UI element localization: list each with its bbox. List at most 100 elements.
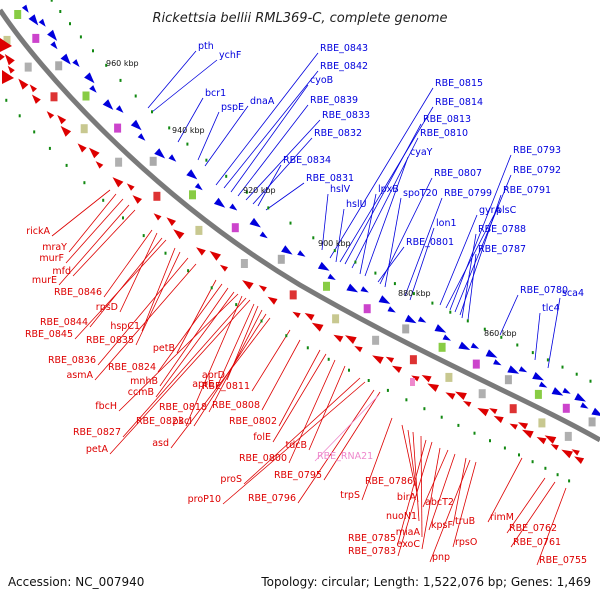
forward-feature-arrow (518, 366, 528, 373)
reverse-feature-arrow (385, 356, 395, 363)
scale-tick (50, 0, 53, 2)
reverse-gene-leader-line (407, 429, 419, 503)
forward-gene-label: lon1 (436, 218, 457, 229)
forward-gene-label: RBE_0787 (478, 244, 526, 255)
reverse-gene-leader-line (428, 453, 456, 531)
forward-gene-leader-line (321, 193, 329, 251)
reverse-feature-arrow (550, 444, 559, 451)
cog-category-box (55, 61, 63, 71)
rna-feature (410, 378, 415, 386)
cog-category-box (24, 62, 32, 72)
cog-category-box (323, 281, 330, 291)
scale-tick (561, 365, 564, 369)
reverse-gene-label: RBE_0836 (48, 355, 96, 366)
scale-tick (516, 343, 519, 347)
forward-feature-arrow (434, 324, 447, 333)
reverse-gene-leader-line (94, 263, 197, 381)
cog-category-box (472, 359, 480, 369)
reverse-feature-arrow (219, 264, 228, 272)
forward-feature-arrow (115, 105, 124, 113)
reverse-feature-arrow (493, 415, 504, 424)
forward-gene-leader-line (237, 104, 309, 197)
reverse-gene-label: RBE_0823 (136, 416, 184, 427)
forward-gene-label: RBE_0832 (314, 128, 362, 139)
forward-feature-arrow (21, 4, 29, 13)
reverse-feature-arrow (445, 392, 456, 400)
scale-tick (518, 453, 520, 457)
reverse-feature-arrow (258, 285, 267, 292)
scale-label: 860 kbp (484, 329, 517, 338)
forward-feature-arrow (229, 203, 238, 211)
forward-feature-arrow (50, 41, 58, 50)
forward-feature-arrow (387, 306, 396, 313)
reverse-gene-leader-line (272, 353, 327, 443)
forward-feature-arrow (281, 245, 293, 255)
reverse-gene-label: RBE_0827 (73, 427, 121, 438)
reverse-gene-leader-line (510, 481, 556, 548)
scale-ticks (5, 0, 592, 483)
rna-gene-label: RBE_RNA21 (317, 451, 373, 462)
scale-tick (327, 357, 330, 361)
reverse-gene-leader-line (421, 447, 441, 550)
scale-tick (134, 94, 137, 98)
forward-gene-leader-line (547, 297, 561, 369)
forward-gene-label: cyaY (410, 147, 433, 158)
cog-category-box (153, 191, 161, 201)
cog-category-box (32, 33, 40, 43)
forward-feature-arrow (551, 387, 564, 396)
scale-tick (92, 49, 94, 53)
cog-category-box (240, 259, 248, 268)
reverse-feature-arrow (518, 422, 529, 430)
scale-tick (354, 260, 357, 264)
scale-tick (575, 372, 578, 376)
forward-gene-leader-line (359, 193, 377, 275)
scale-tick (122, 216, 124, 220)
reverse-gene-leader-line (297, 389, 375, 504)
scale-tick (556, 473, 559, 477)
reverse-gene-label: folE (253, 432, 271, 443)
reverse-gene-label: RBE_0783 (348, 546, 396, 557)
scale-tick (405, 398, 408, 402)
forward-gene-leader-line (204, 105, 249, 167)
scale-tick (205, 158, 208, 162)
scale-tick (457, 423, 460, 427)
scale-tick (440, 415, 443, 419)
forward-gene-label: RBE_0801 (406, 237, 454, 248)
forward-gene-label: sca4 (562, 288, 584, 299)
reverse-gene-label: trpS (340, 490, 360, 501)
scale-tick (69, 22, 71, 26)
reverse-gene-label: asmA (66, 370, 93, 381)
reverse-gene-label: RBE_0845 (25, 329, 73, 340)
forward-gene-leader-line (215, 52, 319, 186)
reverse-feature-arrow (489, 408, 498, 415)
cog-category-box (277, 254, 285, 264)
forward-feature-arrow (297, 250, 306, 257)
cog-category-box (50, 92, 58, 102)
cog-category-box (289, 290, 297, 300)
forward-gene-leader-line (252, 137, 313, 205)
reverse-gene-label: miaA (396, 527, 421, 538)
scale-label: 900 kbp (318, 239, 351, 248)
forward-feature-arrow (47, 29, 58, 41)
reverse-feature-arrow (132, 195, 142, 204)
reverse-feature-arrow (267, 296, 278, 305)
reverse-feature-arrow (544, 435, 557, 444)
reverse-feature-arrow (536, 437, 547, 445)
scale-tick (65, 163, 68, 167)
genome-summary: Topology: circular; Length: 1,522,076 bp… (260, 575, 591, 589)
reverse-gene-label: rimM (490, 512, 514, 523)
forward-gene-leader-line (197, 111, 220, 161)
reverse-feature-arrow (304, 313, 315, 321)
scale-tick (168, 126, 171, 130)
reverse-gene-label: kpsF (431, 520, 453, 531)
reverse-gene-leader-line (422, 449, 449, 508)
reverse-feature-arrow (95, 161, 104, 169)
forward-gene-label: RBE_0815 (435, 78, 483, 89)
scale-tick (210, 286, 213, 290)
forward-feature-arrow (102, 99, 114, 110)
forward-gene-label: RBE_0834 (283, 155, 331, 166)
forward-gene-leader-line (499, 294, 519, 336)
scale-tick (367, 379, 370, 382)
reverse-gene-leader-line (119, 232, 158, 313)
reverse-gene-leader-line (420, 435, 423, 538)
